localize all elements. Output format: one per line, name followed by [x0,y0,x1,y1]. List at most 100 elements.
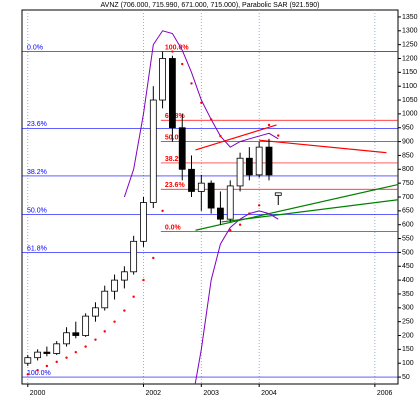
y-tick-label: 1300 [402,28,418,35]
x-tick-label: 2002 [145,390,161,397]
y-tick-label: 250 [402,319,414,326]
sar-dot [123,309,126,312]
y-tick-label: 1100 [402,83,417,90]
y-tick-label: 800 [402,166,414,173]
candle-body [236,157,244,187]
sar-dot [152,256,155,260]
y-tick-label: 300 [402,305,414,312]
fib-label: 0.0% [27,44,43,51]
candle-body [255,146,263,176]
trendline [259,139,387,154]
sar-dot [257,204,261,207]
candle-body [120,271,128,281]
candle-body [130,240,138,273]
y-tick-label: 1050 [402,97,418,104]
fib-label: 38.2% [27,169,47,176]
y-tick-label: 750 [402,180,414,187]
candle-body [197,182,205,192]
candle-body [92,307,99,317]
y-tick-label: 500 [402,249,414,256]
fib-label: 50.0% [27,207,47,214]
candle-body [63,332,70,345]
band-line [123,30,279,198]
y-tick-label: 1000 [402,111,418,118]
sar-dot [26,373,29,376]
sar-dot [229,229,232,232]
candle-body [101,290,109,309]
band-line [194,210,279,384]
candle-body [43,351,51,354]
y-tick-label: 650 [402,208,414,215]
sar-dot [209,118,213,121]
fib-label: 23.6% [27,121,47,128]
candle-body [207,182,215,209]
y-tick-label: 550 [402,235,414,242]
fib-label: 100.0% [165,44,190,51]
x-tick-label: 2000 [30,390,46,397]
sar-dot [248,212,251,215]
y-tick-label: 400 [402,277,414,284]
y-tick-label: 1200 [402,55,418,62]
candle-body [72,332,80,336]
y-tick-label: 1350 [402,14,418,21]
fib-label: 100.0% [27,370,51,377]
fib-label: 0.0% [165,224,182,231]
chart-title: AVNZ (706.000, 715.990, 671.000, 715.000… [101,2,320,9]
candle-body [149,99,157,203]
sar-dot [200,101,203,105]
axes: 2000 2002 2003 2004 2006 50 100 150 200 250 300 350… [27,14,418,397]
sar-dot [132,295,135,298]
y-tick-label: 700 [402,194,414,201]
sar-dot [238,223,242,226]
candle-body [159,58,166,101]
y-tick-label: 850 [402,152,414,159]
candle-body [34,351,42,359]
sar-dot [94,338,97,341]
candle-body [111,279,118,292]
y-tick-label: 900 [402,138,414,145]
sar-dot [65,356,68,359]
y-tick-label: 350 [402,291,414,298]
candle-body [188,168,195,192]
x-tick-label: 2003 [203,390,219,397]
fib-label: 50.0% [165,134,186,141]
sar-dot [142,278,145,282]
y-tick-label: 950 [402,125,414,132]
candle-body [140,202,147,242]
sar-dot [181,62,184,66]
candle-body [274,192,282,196]
sar-dot [190,82,193,85]
sar-dot [74,350,77,354]
trendline [221,199,398,223]
sar-dot [267,123,271,127]
y-tick-label: 450 [402,263,414,270]
candle-body [168,58,176,129]
y-tick-label: 50 [402,374,410,381]
sar-dot [45,364,49,368]
y-tick-label: 100 [402,360,414,367]
sar-dot [171,50,174,53]
sar-dot [36,368,39,372]
sar-dot [55,360,58,364]
sar-dot [277,134,280,137]
candle-body [217,207,224,220]
sar-dot [84,345,87,348]
candle-body [265,146,273,176]
candle-body [82,315,90,336]
sar-dot [113,320,116,323]
y-tick-label: 200 [402,332,414,339]
sar-dot [161,209,164,213]
candle-body [53,343,61,354]
plot-area: 0.0%23.6%38.2%50.0%61.8%100.0%100.0%61.8… [22,10,398,384]
candle-body [178,127,186,170]
sar-dot [103,330,106,333]
y-tick-label: 150 [402,346,414,353]
candle-body [245,157,253,176]
candle-body [24,357,32,364]
y-tick-label: 1250 [402,41,418,48]
fib-label: 38.2% [165,156,186,163]
x-tick-label: 2006 [377,390,393,397]
trendline [195,183,398,231]
